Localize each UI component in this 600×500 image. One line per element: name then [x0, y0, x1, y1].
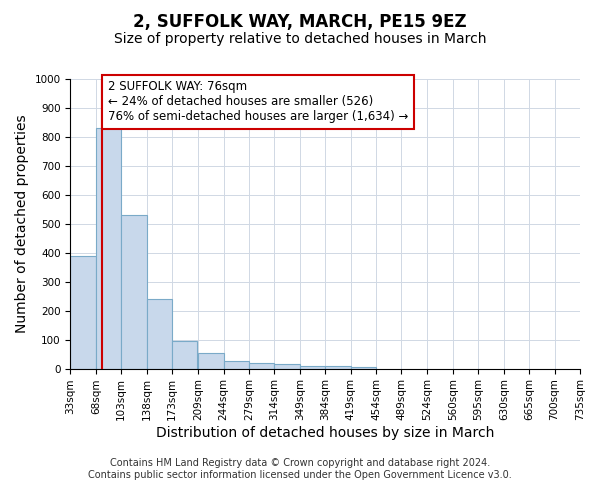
Text: Size of property relative to detached houses in March: Size of property relative to detached ho… [114, 32, 486, 46]
Bar [70, 256, 96, 368]
Bar [198, 352, 224, 368]
Y-axis label: Number of detached properties: Number of detached properties [15, 114, 29, 333]
Bar [300, 366, 325, 368]
Text: 2, SUFFOLK WAY, MARCH, PE15 9EZ: 2, SUFFOLK WAY, MARCH, PE15 9EZ [133, 12, 467, 30]
Bar [96, 128, 121, 368]
Bar [249, 364, 274, 368]
Text: Contains HM Land Registry data © Crown copyright and database right 2024.
Contai: Contains HM Land Registry data © Crown c… [88, 458, 512, 480]
Text: 2 SUFFOLK WAY: 76sqm
← 24% of detached houses are smaller (526)
76% of semi-deta: 2 SUFFOLK WAY: 76sqm ← 24% of detached h… [108, 80, 409, 124]
Bar [274, 364, 300, 368]
X-axis label: Distribution of detached houses by size in March: Distribution of detached houses by size … [156, 426, 494, 440]
Bar [172, 341, 197, 368]
Bar [121, 215, 146, 368]
Bar [325, 366, 350, 368]
Bar [350, 367, 376, 368]
Bar [224, 362, 249, 368]
Bar [146, 299, 172, 368]
